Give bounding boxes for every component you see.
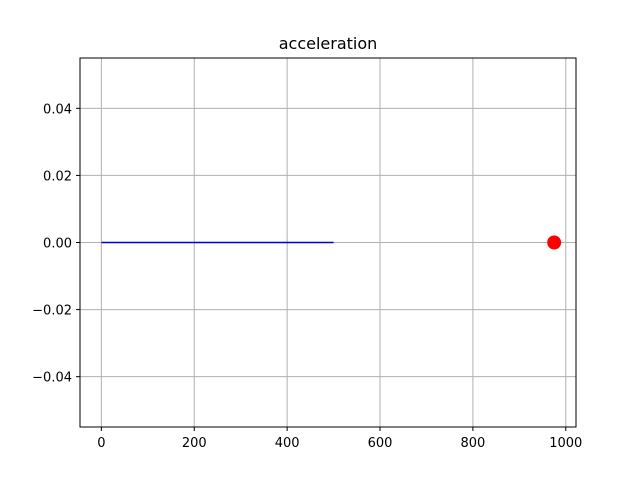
- y-axis: 0.04 0.02 0.00 −0.02 −0.04: [32, 102, 80, 386]
- x-tick-label: 200: [182, 436, 207, 451]
- points-layer: [547, 235, 562, 250]
- y-tick-label: −0.02: [32, 304, 72, 319]
- x-tick-label: 800: [460, 436, 485, 451]
- y-tick-label: 0.04: [43, 102, 72, 117]
- y-tick-label: 0.00: [43, 237, 72, 252]
- x-tick-label: 1000: [549, 436, 582, 451]
- x-tick-label: 0: [97, 436, 105, 451]
- x-tick-label: 600: [368, 436, 393, 451]
- x-axis: 0 200 400 600 800 1000: [97, 427, 582, 451]
- x-tick-label: 400: [275, 436, 300, 451]
- chart-title: acceleration: [279, 34, 378, 53]
- y-tick-label: −0.04: [32, 371, 72, 386]
- current-point-marker: [547, 235, 562, 250]
- y-tick-label: 0.02: [43, 169, 72, 184]
